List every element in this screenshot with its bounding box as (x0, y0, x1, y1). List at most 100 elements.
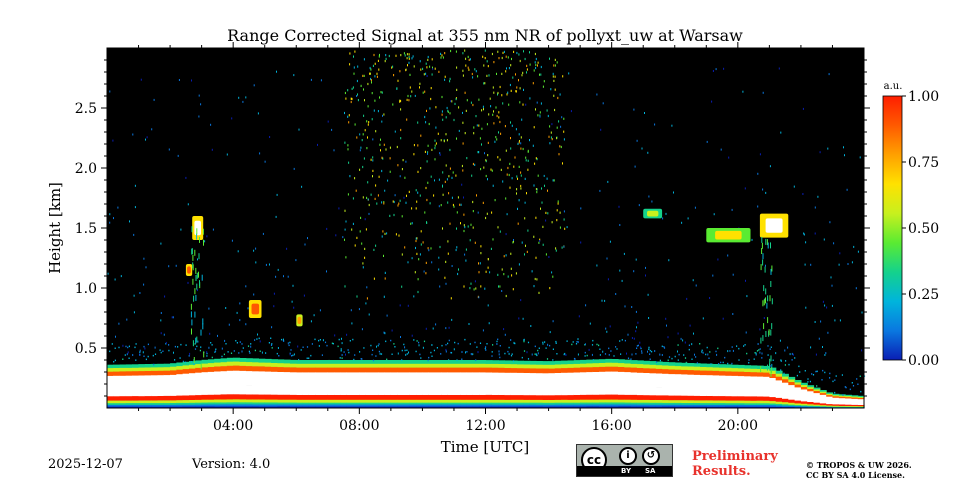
aerosol-layer-cell (252, 404, 259, 407)
signal-noise-point (408, 55, 410, 58)
aerosol-layer-cell (182, 365, 190, 370)
aerosol-layer-cell (744, 368, 751, 372)
aerosol-layer-cell (264, 404, 272, 407)
signal-noise-point (357, 65, 359, 68)
aerosol-layer-cell (782, 405, 789, 408)
signal-noise-point (143, 257, 145, 260)
aerosol-layer-cell (176, 404, 184, 407)
aerosol-layer-cell (851, 395, 859, 397)
signal-noise-point (432, 66, 433, 69)
signal-noise-point (636, 345, 638, 347)
y-tick-label: 2.5 (75, 101, 97, 117)
aerosol-layer-cell (271, 406, 278, 409)
signal-noise-point (639, 346, 641, 349)
signal-noise-point (514, 342, 516, 345)
signal-noise-point (118, 322, 120, 325)
signal-noise-point (361, 139, 363, 142)
aerosol-layer-cell (170, 395, 177, 401)
signal-noise-point (400, 108, 402, 111)
aerosol-layer-cell (750, 400, 758, 404)
signal-noise-point (515, 90, 517, 93)
signal-noise-point (684, 341, 686, 344)
signal-noise-point (182, 360, 184, 363)
aerosol-layer-cell (838, 397, 846, 403)
signal-noise-point (547, 114, 549, 118)
aerosol-layer-cell (750, 388, 758, 397)
aerosol-layer-cell (718, 370, 726, 376)
signal-noise-point (502, 102, 504, 105)
signal-noise-point (534, 277, 536, 281)
aerosol-layer-cell (460, 367, 468, 373)
signal-noise-point (761, 357, 763, 359)
signal-noise-point (358, 308, 360, 311)
aerosol-layer-cell (454, 399, 461, 403)
signal-noise-point (830, 276, 832, 279)
signal-noise-point (350, 309, 352, 312)
signal-noise-point (476, 194, 477, 197)
aerosol-layer-cell (554, 360, 562, 365)
aerosol-layer-cell (151, 367, 159, 371)
signal-noise-point (619, 340, 621, 342)
signal-noise-point (378, 55, 380, 58)
signal-noise-point (748, 362, 750, 364)
signal-noise-point (314, 338, 316, 341)
aerosol-layer-cell (561, 363, 569, 369)
aerosol-layer-cell (832, 406, 840, 408)
signal-noise-point (500, 168, 502, 171)
aerosol-layer-cell (845, 406, 852, 408)
aerosol-layer-cell (510, 367, 518, 373)
virga-streak (191, 248, 193, 255)
signal-noise-point (466, 351, 468, 353)
aerosol-layer-cell (113, 395, 121, 401)
signal-noise-point (496, 343, 498, 345)
aerosol-layer-cell (472, 402, 480, 405)
aerosol-layer-cell (485, 402, 493, 405)
signal-noise-point (571, 343, 573, 346)
aerosol-layer-cell (239, 358, 247, 362)
signal-noise-point (346, 333, 348, 336)
signal-noise-point (196, 345, 198, 348)
signal-noise-point (507, 350, 509, 353)
signal-noise-point (146, 136, 148, 139)
signal-noise-point (265, 352, 267, 354)
aerosol-layer-cell (662, 402, 669, 405)
aerosol-layer-cell (750, 371, 758, 377)
aerosol-layer-cell (239, 402, 247, 405)
signal-noise-point (792, 353, 794, 356)
aerosol-layer-cell (346, 360, 354, 364)
aerosol-layer-cell (157, 404, 165, 407)
signal-noise-point (214, 350, 217, 352)
aerosol-layer-cell (428, 386, 436, 395)
aerosol-layer-cell (327, 367, 335, 373)
aerosol-layer-cell (763, 402, 770, 405)
signal-noise-point (415, 189, 417, 192)
aerosol-layer-cell (422, 360, 430, 364)
signal-noise-point (160, 312, 162, 314)
signal-noise-point (408, 190, 410, 193)
signal-noise-point (499, 85, 501, 89)
signal-noise-point (480, 252, 482, 255)
signal-noise-point (469, 239, 471, 242)
signal-noise-point (503, 255, 505, 258)
signal-noise-point (109, 350, 111, 353)
signal-noise-point (399, 304, 401, 307)
aerosol-layer-cell (157, 374, 165, 389)
signal-noise-point (554, 64, 556, 67)
aerosol-layer-cell (712, 388, 720, 397)
aerosol-layer-cell (372, 404, 379, 407)
signal-noise-point (457, 272, 459, 276)
virga-streak (762, 335, 764, 342)
signal-noise-point (702, 317, 704, 320)
signal-noise-point (802, 193, 804, 195)
aerosol-layer-cell (277, 359, 285, 364)
aerosol-layer-cell (807, 390, 815, 399)
aerosol-layer-cell (674, 387, 682, 396)
aerosol-layer-cell (491, 386, 499, 395)
signal-noise-point (338, 338, 340, 341)
aerosol-layer-cell (176, 399, 184, 403)
aerosol-layer-cell (258, 371, 266, 387)
virga-streak (765, 297, 766, 304)
aerosol-layer-cell (378, 402, 386, 405)
signal-noise-point (510, 89, 512, 92)
aerosol-layer-cell (163, 404, 171, 407)
